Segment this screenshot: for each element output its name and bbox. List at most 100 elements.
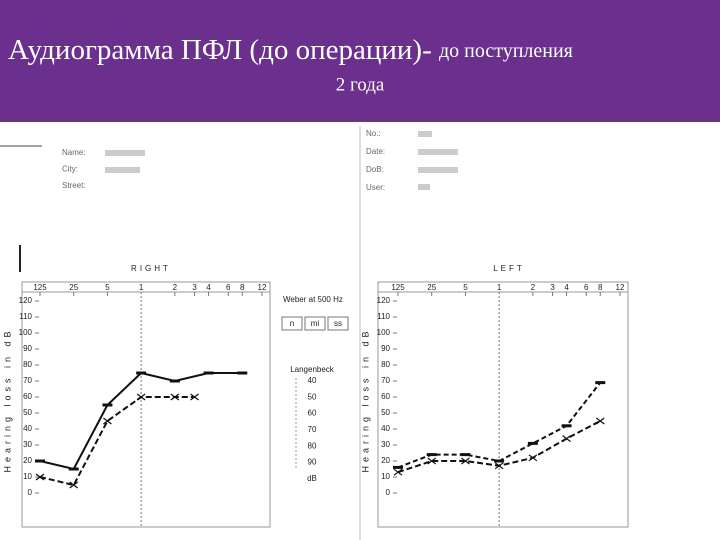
title-main: Аудиограмма ПФЛ (до операции)- bbox=[8, 34, 432, 66]
y-tick-label: 110 bbox=[19, 312, 32, 321]
marker-bar bbox=[237, 371, 248, 375]
y-tick-label: 80 bbox=[381, 360, 390, 369]
x-tick-label: 125 bbox=[391, 283, 405, 292]
chart-title: LEFT bbox=[493, 264, 525, 273]
form-label: City: bbox=[62, 165, 78, 174]
weber-option: ss bbox=[334, 319, 342, 328]
y-tick-label: 50 bbox=[23, 408, 32, 417]
marker-x bbox=[494, 462, 504, 470]
marker-bar bbox=[203, 371, 214, 375]
langenbeck-level: 70 bbox=[308, 425, 317, 434]
y-tick-label: 80 bbox=[23, 360, 32, 369]
form-label: Street: bbox=[62, 181, 86, 190]
marker-bar bbox=[460, 453, 471, 457]
y-axis-label: Hearing loss in dB bbox=[2, 327, 12, 472]
marker-x bbox=[69, 481, 79, 489]
marker-x bbox=[562, 435, 571, 443]
form-label: User: bbox=[366, 183, 385, 192]
marker-bar bbox=[561, 424, 572, 428]
marker-x bbox=[461, 457, 470, 465]
marker-bar bbox=[68, 467, 79, 471]
plot-frame bbox=[21, 281, 271, 528]
x-tick-label: 8 bbox=[598, 283, 603, 292]
weber-option: mi bbox=[311, 319, 320, 328]
langenbeck-level: 90 bbox=[308, 458, 317, 467]
title-tail: до поступления bbox=[439, 40, 573, 62]
x-tick-label: 2 bbox=[531, 283, 536, 292]
marker-x bbox=[427, 457, 437, 465]
slide-title: Аудиограмма ПФЛ (до операции)- до поступ… bbox=[8, 34, 573, 66]
x-tick-label: 6 bbox=[226, 283, 231, 292]
x-tick-label: 25 bbox=[69, 283, 78, 292]
marker-x bbox=[35, 473, 45, 481]
weber-title: Weber at 500 Hz bbox=[283, 295, 343, 304]
y-tick-label: 40 bbox=[23, 424, 32, 433]
marker-bar bbox=[136, 371, 147, 375]
form-label: No.: bbox=[366, 129, 381, 138]
x-tick-label: 4 bbox=[564, 283, 569, 292]
x-tick-label: 8 bbox=[240, 283, 245, 292]
langenbeck-level: 60 bbox=[308, 409, 317, 418]
x-tick-label: 125 bbox=[33, 283, 47, 292]
marker-x bbox=[595, 417, 605, 425]
marker-x bbox=[393, 468, 403, 476]
marker-bar bbox=[102, 403, 113, 407]
y-tick-label: 0 bbox=[28, 488, 33, 497]
y-tick-label: 10 bbox=[381, 472, 390, 481]
x-tick-label: 1 bbox=[497, 283, 502, 292]
x-tick-label: 2 bbox=[173, 283, 178, 292]
y-tick-label: 70 bbox=[23, 376, 32, 385]
weber-box bbox=[281, 316, 303, 331]
marker-x bbox=[103, 417, 112, 425]
y-tick-label: 40 bbox=[381, 424, 390, 433]
form-label: Name: bbox=[62, 148, 86, 157]
langenbeck-level: 40 bbox=[308, 376, 317, 385]
weber-option: n bbox=[290, 319, 294, 328]
y-tick-label: 30 bbox=[23, 440, 32, 449]
x-tick-label: 12 bbox=[258, 283, 267, 292]
header-band bbox=[0, 0, 720, 122]
y-tick-label: 20 bbox=[23, 456, 32, 465]
marker-bar bbox=[426, 453, 437, 457]
x-tick-label: 12 bbox=[616, 283, 625, 292]
weber-box bbox=[304, 316, 326, 331]
y-tick-label: 70 bbox=[381, 376, 390, 385]
x-tick-label: 5 bbox=[463, 283, 468, 292]
langenbeck-unit: dB bbox=[307, 474, 317, 483]
y-tick-label: 100 bbox=[19, 328, 33, 337]
y-tick-label: 60 bbox=[23, 392, 32, 401]
y-tick-label: 100 bbox=[377, 328, 391, 337]
weber-box bbox=[327, 316, 349, 331]
form-value-smudge bbox=[418, 184, 430, 190]
y-tick-label: 10 bbox=[23, 472, 32, 481]
y-tick-label: 110 bbox=[377, 312, 390, 321]
y-tick-label: 60 bbox=[381, 392, 390, 401]
plot-frame bbox=[377, 281, 629, 528]
chart-title: RIGHT bbox=[131, 264, 171, 273]
form-value-smudge bbox=[418, 167, 458, 173]
series-line bbox=[39, 396, 195, 487]
x-tick-label: 1 bbox=[139, 283, 144, 292]
form-value-smudge bbox=[105, 150, 145, 156]
y-tick-label: 50 bbox=[381, 408, 390, 417]
y-tick-label: 90 bbox=[381, 344, 390, 353]
y-tick-label: 20 bbox=[381, 456, 390, 465]
y-tick-label: 30 bbox=[381, 440, 390, 449]
form-value-smudge bbox=[418, 131, 432, 137]
y-tick-label: 0 bbox=[386, 488, 391, 497]
langenbeck-title: Langenbeck bbox=[290, 365, 335, 374]
marker-x bbox=[170, 393, 180, 401]
form-value-smudge bbox=[105, 167, 140, 173]
langenbeck-level: 80 bbox=[308, 441, 317, 450]
y-tick-label: 90 bbox=[23, 344, 32, 353]
title-line2: 2 года bbox=[336, 74, 385, 95]
x-tick-label: 25 bbox=[427, 283, 436, 292]
x-tick-label: 3 bbox=[550, 283, 555, 292]
y-axis-label: Hearing loss in dB bbox=[360, 327, 370, 472]
marker-x bbox=[190, 393, 199, 401]
y-tick-label: 120 bbox=[377, 296, 391, 305]
marker-bar bbox=[494, 459, 505, 463]
form-label: DoB: bbox=[366, 165, 384, 174]
form-label: Date: bbox=[366, 147, 385, 156]
marker-x bbox=[528, 454, 538, 462]
